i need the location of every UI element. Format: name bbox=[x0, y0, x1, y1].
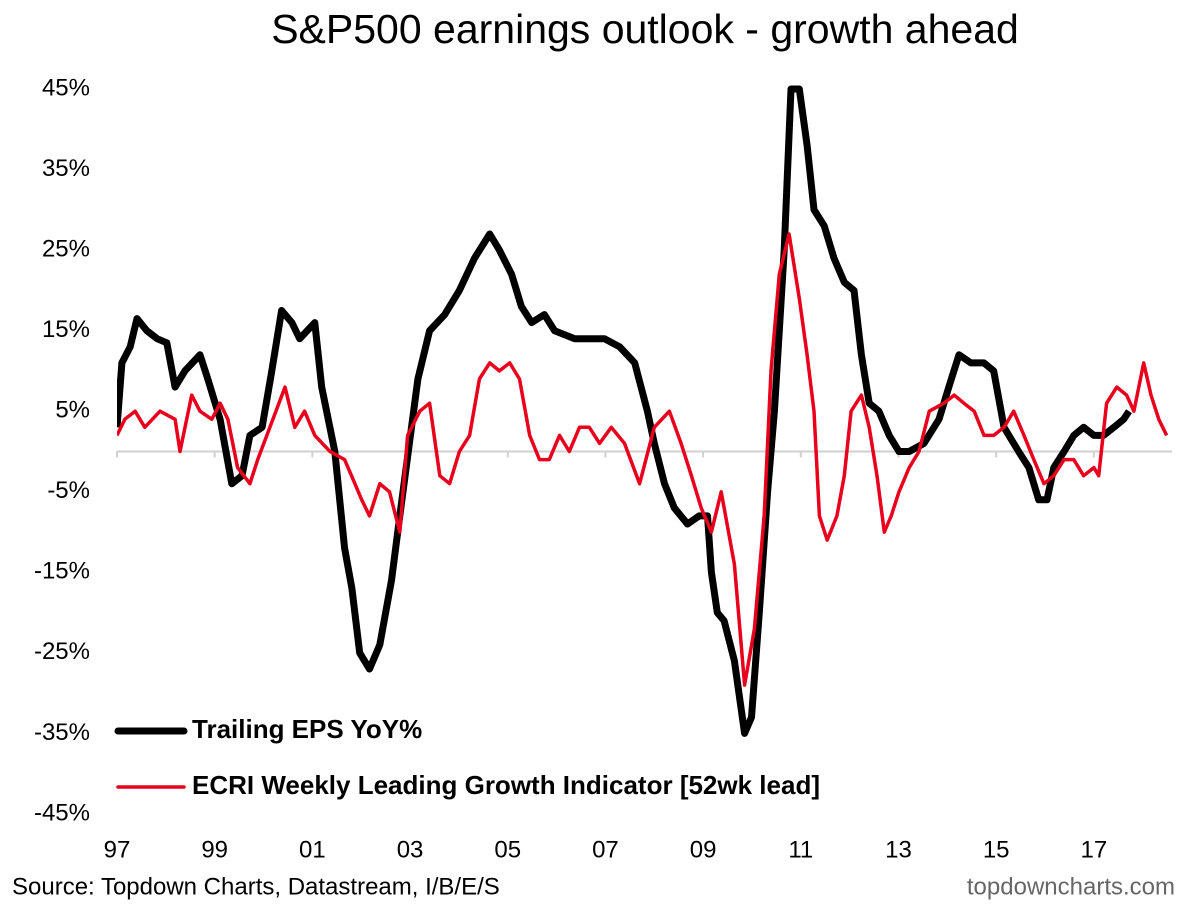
series-line bbox=[117, 232, 1169, 687]
y-tick-label: 45% bbox=[42, 74, 90, 101]
x-tick-label: 11 bbox=[788, 836, 813, 863]
watermark: topdowncharts.com bbox=[967, 873, 1175, 900]
y-tick-label: -5% bbox=[47, 477, 90, 504]
source-note: Source: Topdown Charts, Datastream, I/B/… bbox=[12, 873, 500, 900]
x-tick-label: 15 bbox=[983, 836, 1010, 863]
x-tick-label: 99 bbox=[201, 836, 228, 863]
y-tick-label: 25% bbox=[42, 235, 90, 262]
y-tick-label: -45% bbox=[34, 799, 90, 826]
series-line bbox=[117, 85, 1132, 737]
x-tick-label: 97 bbox=[104, 836, 131, 863]
y-tick-label: -25% bbox=[34, 638, 90, 665]
legend-label: Trailing EPS YoY% bbox=[192, 714, 422, 744]
y-tick-label: 5% bbox=[55, 397, 90, 424]
x-tick-label: 05 bbox=[494, 836, 521, 863]
x-tick-label: 17 bbox=[1081, 836, 1108, 863]
chart-title: S&P500 earnings outlook - growth ahead bbox=[271, 6, 1019, 52]
y-tick-label: -35% bbox=[34, 719, 90, 746]
x-tick-label: 13 bbox=[885, 836, 912, 863]
y-tick-label: 35% bbox=[42, 155, 90, 182]
y-tick-label: 15% bbox=[42, 316, 90, 343]
x-tick-label: 03 bbox=[397, 836, 424, 863]
legend-label: ECRI Weekly Leading Growth Indicator [52… bbox=[192, 770, 820, 800]
x-tick-label: 01 bbox=[299, 836, 326, 863]
x-tick-label: 09 bbox=[690, 836, 717, 863]
y-tick-label: -15% bbox=[34, 558, 90, 585]
x-tick-label: 07 bbox=[592, 836, 619, 863]
